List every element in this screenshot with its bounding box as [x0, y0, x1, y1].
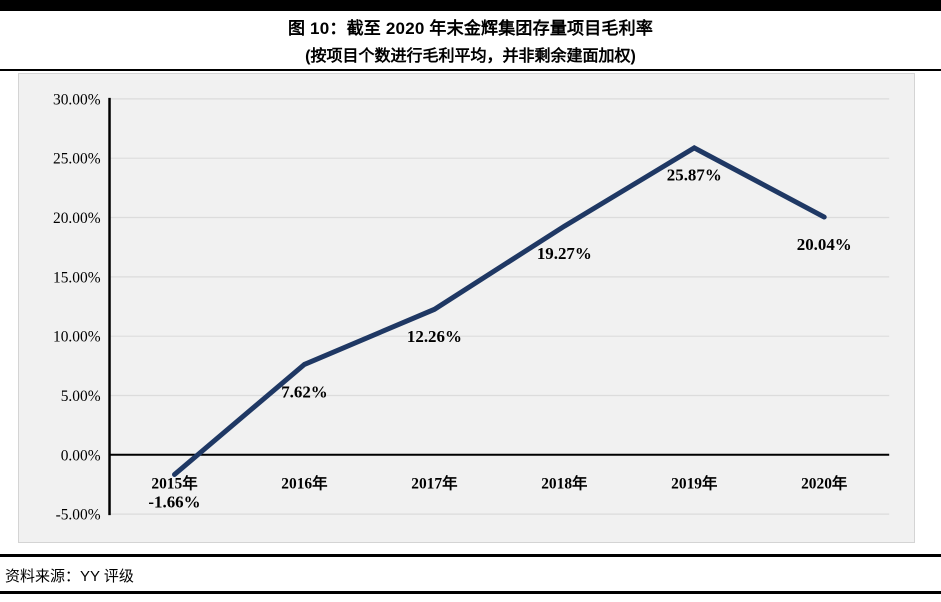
data-label: 12.26%: [407, 327, 462, 346]
y-axis-tick-label: 5.00%: [61, 388, 101, 405]
x-axis-tick-label: 2018年: [541, 474, 588, 493]
footer-rule-top: [0, 554, 941, 557]
x-axis-tick-label: 2017年: [411, 474, 458, 493]
x-axis-tick-label: 2020年: [801, 474, 848, 493]
y-axis-tick-label: 15.00%: [53, 269, 101, 286]
data-label: -1.66%: [148, 492, 200, 511]
y-axis-tick-label: 10.00%: [53, 329, 101, 346]
title-divider-rule: [0, 69, 941, 71]
data-label: 20.04%: [797, 235, 852, 254]
footer-rule-bottom: [0, 591, 941, 594]
y-axis-tick-label: 30.00%: [53, 91, 101, 108]
x-axis-tick-label: 2019年: [671, 474, 718, 493]
y-axis-tick-label: 20.00%: [53, 210, 101, 227]
source-row: 资料来源：YY 评级: [0, 560, 941, 590]
chart-subtitle: (按项目个数进行毛利平均，并非剩余建面加权): [305, 48, 636, 65]
y-axis-tick-label: 0.00%: [61, 447, 101, 464]
data-label: 7.62%: [281, 382, 328, 401]
chart-title: 图 10：截至 2020 年末金辉集团存量项目毛利率: [287, 19, 654, 38]
series-line-gross-margin: [172, 145, 827, 477]
y-axis-tick-label: 25.00%: [53, 151, 101, 168]
margin-line-chart-svg: 30.00% 25.00% 20.00% 15.00% 10.00% 5.00% 0.00%…: [53, 91, 890, 524]
x-axis-tick-label: 2015年: [151, 474, 198, 493]
top-black-bar: [0, 0, 941, 11]
x-axis-tick-label: 2016年: [281, 474, 328, 493]
y-axis-tick-label: -5.00%: [56, 507, 101, 524]
line-chart-card: 30.00% 25.00% 20.00% 15.00% 10.00% 5.00% 0.00%…: [18, 73, 915, 543]
chart-title-block: 图 10：截至 2020 年末金辉集团存量项目毛利率 (按项目个数进行毛利平均，…: [0, 11, 941, 69]
data-label: 19.27%: [537, 244, 592, 263]
data-label: 25.87%: [667, 166, 722, 185]
data-source-label: 资料来源：YY 评级: [5, 567, 134, 585]
